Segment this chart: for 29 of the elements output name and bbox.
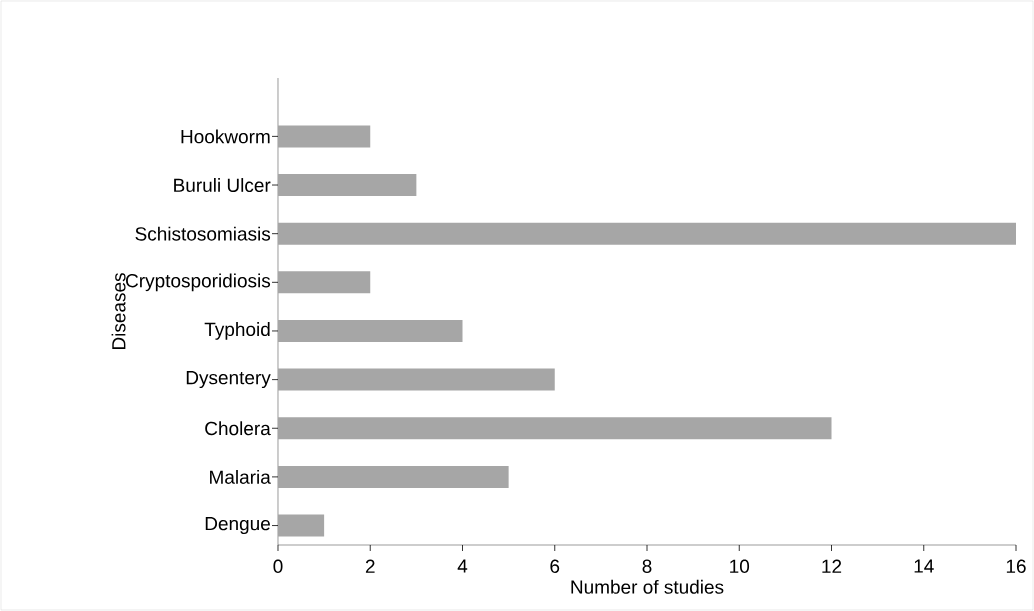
bar	[278, 417, 832, 440]
y-tick-label: Dengue	[205, 517, 270, 535]
x-tick-label: 6	[550, 559, 560, 573]
x-tick-label: 2	[365, 559, 375, 573]
bar	[278, 222, 1016, 245]
y-tick-label: Schistosomiasis	[135, 226, 271, 241]
y-tick-label: Hookworm	[181, 129, 270, 144]
x-axis-title: Number of studies	[571, 579, 724, 594]
x-tick-label: 0	[273, 559, 283, 573]
y-tick-label: Cholera	[205, 421, 271, 436]
bar	[278, 125, 371, 148]
y-tick-label: Dysentery	[186, 371, 271, 389]
bar	[278, 368, 555, 391]
x-tick-label: 12	[822, 559, 842, 573]
bar	[278, 514, 325, 537]
y-axis-title: Diseases	[111, 273, 126, 350]
x-tick-label: 4	[457, 559, 468, 573]
x-tick-label: 16	[1006, 559, 1026, 573]
bar	[278, 319, 463, 342]
bar	[278, 271, 371, 294]
x-tick-label: 8	[642, 559, 652, 573]
y-tick-label: Cryptosporidiosis	[126, 273, 271, 292]
y-tick-label: Malaria	[210, 469, 271, 484]
y-tick-label: Typhoid	[204, 322, 270, 340]
y-tick-label: Buruli Ulcer	[174, 178, 271, 193]
bar	[278, 174, 417, 197]
bar	[278, 465, 509, 488]
x-tick-label: 14	[914, 559, 934, 573]
x-tick-label: 10	[730, 559, 750, 573]
